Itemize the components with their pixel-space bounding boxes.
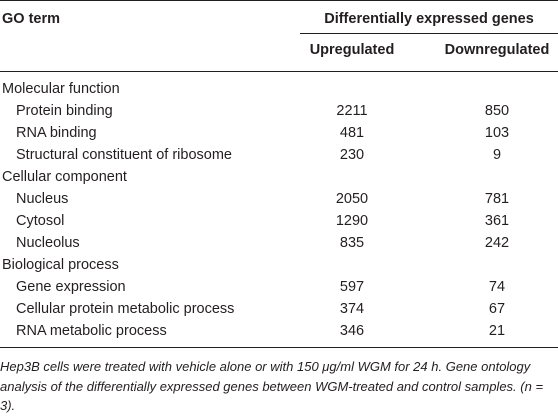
section-title: Molecular function: [2, 81, 120, 97]
table-row-up: 346: [339, 323, 365, 339]
table-row-up: 2211: [336, 103, 368, 119]
table-row-down: 9: [492, 147, 502, 163]
table-row-up: 2050: [335, 191, 369, 207]
section-title: Cellular component: [2, 169, 127, 185]
table-row-down: 74: [488, 279, 506, 295]
table-row-down: 781: [484, 191, 510, 207]
table-row-down: 67: [488, 301, 506, 317]
header-bottom-rule: [0, 71, 558, 72]
header-upregulated: Upregulated: [309, 42, 395, 58]
table-row-up: 230: [339, 147, 365, 163]
table-row-down: 850: [484, 103, 510, 119]
table-row-up: 374: [339, 301, 365, 317]
table-row-up: 481: [339, 125, 365, 141]
table-row-up: 835: [339, 235, 365, 251]
header-go-term: GO term: [2, 11, 61, 27]
table-row-term: Nucleus: [16, 191, 69, 207]
table-row-term: Structural constituent of ribosome: [16, 147, 232, 163]
table-row-term: RNA binding: [16, 125, 97, 141]
table-row-term: Gene expression: [16, 279, 126, 295]
table-bottom-rule: [0, 347, 558, 348]
table-row-term: RNA metabolic process: [16, 323, 167, 339]
table-row-down: 21: [488, 323, 506, 339]
table-row-down: 103: [484, 125, 510, 141]
table-row-down: 361: [484, 213, 510, 229]
table-footnote: Hep3B cells were treated with vehicle al…: [0, 359, 544, 413]
table-row-term: Protein binding: [16, 103, 113, 119]
table-row-up: 1290: [335, 213, 369, 229]
table-top-rule: [0, 0, 558, 1]
section-title: Biological process: [2, 257, 119, 273]
table-row-term: Nucleolus: [16, 235, 80, 251]
header-downregulated: Downregulated: [444, 42, 550, 58]
table-row-down: 242: [484, 235, 510, 251]
table-row-term: Cellular protein metabolic process: [16, 301, 235, 317]
header-group-label: Differentially expressed genes: [324, 11, 534, 27]
group-underline-rule: [300, 33, 558, 34]
table-row-up: 597: [339, 279, 365, 295]
table-row-term: Cytosol: [16, 213, 65, 229]
